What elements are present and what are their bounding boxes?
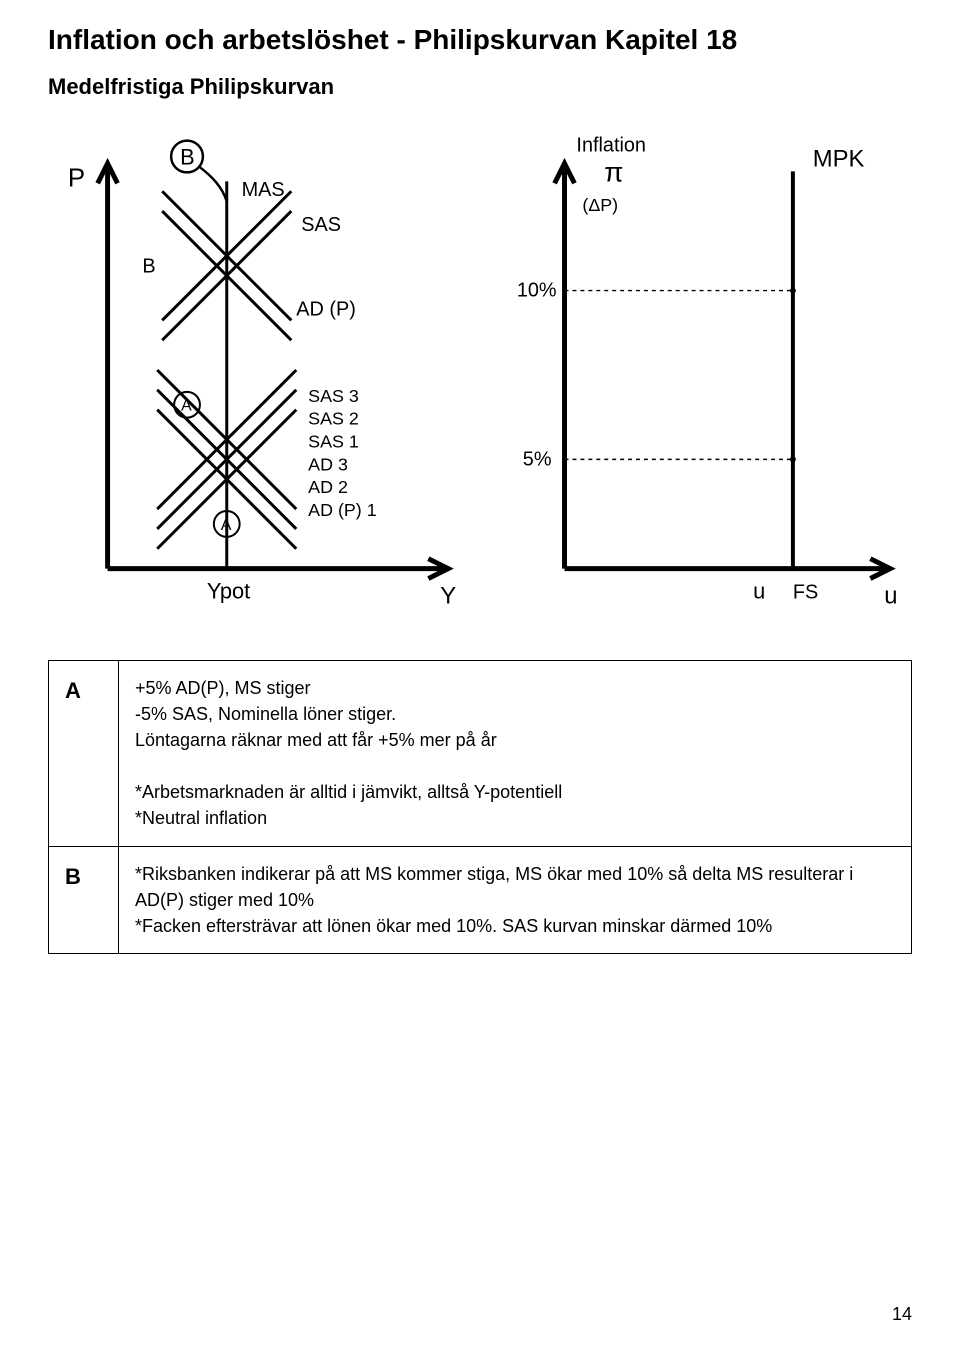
- table-row: A +5% AD(P), MS stiger -5% SAS, Nominell…: [49, 661, 912, 847]
- dp-label: (ΔP): [582, 195, 618, 215]
- tick-10pct-label: 10%: [517, 280, 557, 302]
- side-label-2: SAS 1: [308, 431, 359, 451]
- adp-top-label: AD (P): [296, 298, 356, 320]
- side-label-3: AD 3: [308, 454, 348, 474]
- circle-a1-label: A: [181, 398, 192, 415]
- y-axis-label: P: [68, 164, 85, 192]
- right-chart: Inflation π (ΔP) MPK 10% 5% u FS u: [495, 110, 912, 630]
- tick-10pct-dot: [790, 288, 796, 294]
- side-label-1: SAS 2: [308, 409, 359, 429]
- inflation-label: Inflation: [576, 135, 646, 157]
- row-key: B: [49, 846, 119, 953]
- page-subtitle: Medelfristiga Philipskurvan: [48, 74, 912, 100]
- mpk-label: MPK: [813, 145, 865, 172]
- cluster-b-label: B: [142, 256, 155, 278]
- explanation-table: A +5% AD(P), MS stiger -5% SAS, Nominell…: [48, 660, 912, 954]
- tick-5pct-label: 5%: [523, 448, 552, 470]
- charts-row: P B MAS SAS AD (P) B: [48, 110, 912, 630]
- circle-a2-label: A: [221, 517, 232, 534]
- pi-label: π: [604, 156, 623, 187]
- tick-5pct-dot: [790, 456, 796, 462]
- page-title: Inflation och arbetslöshet - Philipskurv…: [48, 24, 912, 56]
- sas-top-label: SAS: [301, 214, 341, 236]
- mas-label: MAS: [242, 179, 285, 201]
- table-row: B *Riksbanken indikerar på att MS kommer…: [49, 846, 912, 953]
- row-content: *Riksbanken indikerar på att MS kommer s…: [119, 846, 912, 953]
- x-axis-label-u-right: u: [884, 582, 897, 609]
- x-tick-u: u: [753, 578, 765, 603]
- circle-b-label: B: [180, 144, 195, 169]
- left-chart: P B MAS SAS AD (P) B: [48, 110, 485, 630]
- side-label-0: SAS 3: [308, 386, 359, 406]
- x-fs-label: FS: [793, 581, 818, 603]
- page-number: 14: [892, 1304, 912, 1325]
- x-tick-ypot: Ypot: [207, 578, 250, 603]
- side-label-5: AD (P) 1: [308, 500, 377, 520]
- x-axis-label-right: Y: [440, 582, 456, 609]
- row-key: A: [49, 661, 119, 847]
- side-label-4: AD 2: [308, 477, 348, 497]
- pointer-line: [199, 166, 227, 201]
- row-content: +5% AD(P), MS stiger -5% SAS, Nominella …: [119, 661, 912, 847]
